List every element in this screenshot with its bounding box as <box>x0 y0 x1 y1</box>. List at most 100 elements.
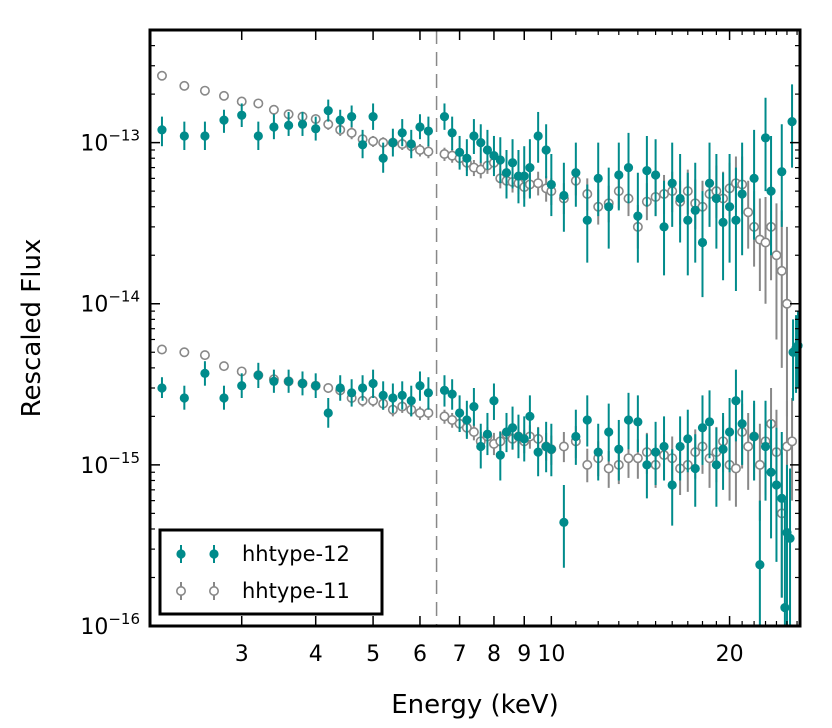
point-marker <box>388 138 398 148</box>
data-point <box>718 412 728 490</box>
point-marker <box>476 138 486 148</box>
point-marker <box>614 444 624 454</box>
point-marker <box>704 417 715 427</box>
data-point <box>760 97 771 192</box>
point-marker <box>447 128 457 138</box>
data-point <box>415 114 425 140</box>
point-marker <box>651 170 661 180</box>
data-point <box>397 381 407 410</box>
data-point <box>507 406 518 450</box>
point-marker <box>179 347 190 358</box>
x-tick-label: 8 <box>487 642 501 667</box>
data-point <box>447 379 457 410</box>
data-point <box>651 139 661 217</box>
x-tick-label: 3 <box>235 642 249 667</box>
point-marker <box>397 128 407 138</box>
data-point <box>406 385 416 417</box>
point-marker <box>614 170 624 180</box>
data-point <box>582 448 593 483</box>
point-marker <box>787 117 797 127</box>
point-marker <box>776 265 787 276</box>
point-marker <box>253 131 263 141</box>
data-point <box>558 431 569 463</box>
data-point <box>737 142 747 256</box>
data-point <box>346 127 357 140</box>
point-marker <box>157 383 167 393</box>
y-tick-label: 10−14 <box>80 288 140 318</box>
data-point <box>311 373 321 399</box>
data-point <box>533 171 544 196</box>
point-marker <box>659 222 669 232</box>
data-point <box>476 124 486 163</box>
point-marker <box>507 423 518 433</box>
point-marker <box>469 131 479 141</box>
y-tick-label: 10−15 <box>80 449 140 479</box>
point-marker <box>593 447 603 457</box>
data-point <box>237 373 247 399</box>
data-point <box>156 70 167 81</box>
point-marker <box>378 153 388 163</box>
data-point <box>533 111 543 163</box>
point-marker <box>406 139 416 149</box>
point-marker <box>423 388 434 398</box>
point-marker <box>711 193 721 204</box>
data-point <box>406 129 416 159</box>
data-point <box>311 116 321 141</box>
point-marker <box>179 393 189 403</box>
data-point <box>368 135 379 147</box>
data-point <box>755 500 765 626</box>
y-tick-exponent: −13 <box>108 127 140 145</box>
point-marker <box>347 112 357 122</box>
data-point <box>469 387 479 426</box>
data-point <box>297 111 308 136</box>
x-tick-label: 7 <box>453 642 467 667</box>
data-point <box>766 419 776 539</box>
data-point <box>525 139 535 199</box>
data-point <box>571 409 581 465</box>
data-point <box>368 369 378 399</box>
data-point <box>253 98 264 109</box>
point-marker <box>347 388 357 398</box>
point-marker <box>571 168 581 178</box>
point-marker <box>323 106 333 116</box>
point-marker <box>323 382 334 393</box>
data-point <box>156 344 167 355</box>
point-marker <box>297 378 308 389</box>
data-point <box>347 105 357 128</box>
point-marker <box>200 131 210 141</box>
point-marker <box>368 112 378 122</box>
data-point <box>623 392 634 450</box>
data-point <box>737 390 747 465</box>
data-point <box>439 375 450 407</box>
data-point <box>771 203 782 340</box>
point-marker <box>495 155 505 165</box>
data-point <box>378 142 388 173</box>
data-point <box>179 80 190 91</box>
data-point <box>462 139 472 177</box>
point-marker <box>335 383 345 393</box>
point-marker <box>571 431 581 442</box>
data-point <box>157 377 167 399</box>
point-marker <box>335 115 345 125</box>
point-marker <box>582 415 592 425</box>
point-marker <box>378 390 388 400</box>
data-point <box>559 162 569 232</box>
point-marker <box>388 393 398 403</box>
point-marker <box>546 444 556 454</box>
point-marker <box>462 153 472 163</box>
data-point <box>776 210 787 368</box>
point-marker <box>415 381 425 391</box>
legend-item-hhtype-12: hhtype-12 <box>176 542 350 566</box>
data-point <box>667 449 677 526</box>
data-point <box>760 196 771 304</box>
point-marker <box>593 173 603 183</box>
point-marker <box>469 401 479 412</box>
point-marker <box>755 560 765 570</box>
point-marker <box>760 133 771 143</box>
point-marker <box>439 385 450 395</box>
point-marker <box>785 533 795 543</box>
point-marker <box>462 415 472 425</box>
x-tick-label: 10 <box>537 642 565 667</box>
data-point <box>335 375 345 401</box>
point-marker <box>199 85 210 96</box>
